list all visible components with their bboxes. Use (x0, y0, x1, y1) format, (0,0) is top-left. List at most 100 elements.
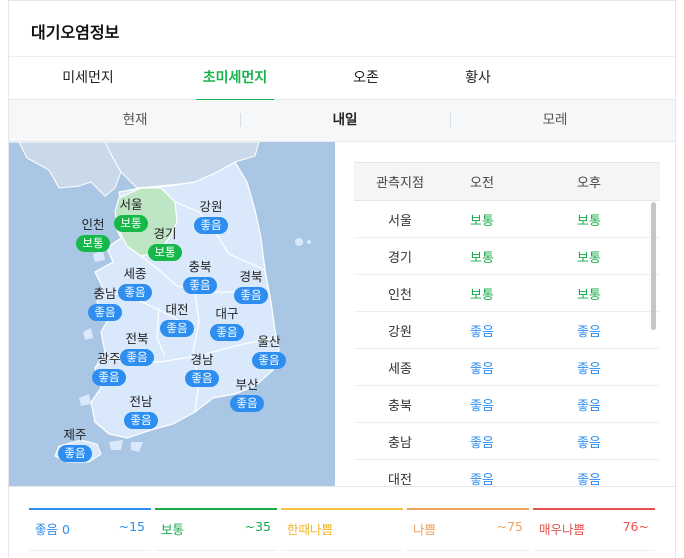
legend-range: ~75 (496, 519, 523, 534)
table-header-row: 관측지점 오전 오후 (354, 162, 660, 201)
tab-pm10[interactable]: 미세먼지 (62, 70, 114, 86)
region-status-badge: 보통 (76, 235, 110, 252)
region-status-badge: 좋음 (185, 370, 219, 387)
region-name: 경북 (239, 269, 263, 284)
table-row: 경기 보통 보통 (354, 237, 660, 275)
region-status-badge: 보통 (148, 244, 182, 261)
region-status-badge: 좋음 (88, 304, 122, 321)
day-tomorrow[interactable]: 내일 (332, 112, 358, 128)
pm-status: 좋음 (518, 311, 660, 349)
region-name: 경기 (153, 226, 177, 241)
legend-bad: 나쁨 ~75 (407, 508, 529, 556)
pm-status: 보통 (518, 200, 660, 238)
table-row: 충남 좋음 좋음 (354, 422, 660, 460)
day-selector: 현재 내일 모레 (9, 100, 675, 142)
region-name: 세종 (123, 266, 147, 281)
region-status-badge: 좋음 (210, 324, 244, 341)
map-region-jeju[interactable]: 제주 좋음 (49, 428, 101, 462)
map-region-daegu[interactable]: 대구 좋음 (201, 307, 253, 341)
map-region-jeonbuk[interactable]: 전북 좋음 (111, 332, 163, 366)
pm-status: 좋음 (518, 348, 660, 386)
station-name: 경기 (354, 237, 446, 275)
table-row: 세종 좋음 좋음 (354, 348, 660, 386)
day-after-tomorrow[interactable]: 모레 (542, 112, 568, 128)
tab-ozone[interactable]: 오존 (353, 70, 379, 86)
card-title: 대기오염정보 (31, 23, 120, 42)
am-status: 좋음 (446, 459, 518, 486)
map-region-gyeongnam[interactable]: 경남 좋음 (176, 353, 228, 387)
am-status: 좋음 (446, 348, 518, 386)
region-name: 서울 (119, 197, 143, 212)
table-scrollbar[interactable] (651, 202, 656, 330)
legend-label: 좋음 0 (35, 522, 70, 537)
region-status-badge: 좋음 (58, 445, 92, 462)
station-name: 충북 (354, 385, 446, 423)
map-region-gangwon[interactable]: 강원 좋음 (185, 200, 237, 234)
korea-map: 서울 보통 강원 좋음 인천 보통 경기 보통 세종 좋음 충북 좋음 경북 좋… (9, 142, 335, 486)
pm-status: 보통 (518, 237, 660, 275)
legend-label: 보통 (161, 522, 185, 537)
region-status-badge: 좋음 (194, 217, 228, 234)
region-name: 충남 (93, 286, 117, 301)
region-status-badge: 좋음 (120, 349, 154, 366)
station-name: 충남 (354, 422, 446, 460)
pollutant-tabs: 미세먼지 초미세먼지 오존 황사 (9, 56, 675, 101)
map-region-jeonnam[interactable]: 전남 좋음 (115, 395, 167, 429)
table-row: 충북 좋음 좋음 (354, 385, 660, 423)
region-status-badge: 좋음 (160, 320, 194, 337)
map-region-gyeonggi[interactable]: 경기 보통 (139, 227, 191, 261)
region-status-badge: 좋음 (124, 412, 158, 429)
region-name: 광주 (97, 351, 121, 366)
station-table: 관측지점 오전 오후 서울 보통 보통 경기 보통 보통 인천 (354, 162, 660, 486)
region-name: 경남 (190, 352, 214, 367)
region-name: 대구 (215, 306, 239, 321)
legend-very-bad: 매우나쁨 76~ (533, 508, 655, 556)
region-name: 전북 (125, 331, 149, 346)
map-region-daejeon[interactable]: 대전 좋음 (151, 303, 203, 337)
pm-grade-legend: 좋음 0 ~15 보통 ~35 한때나쁨 나쁨 ~75 매우나쁨 76~ (9, 486, 675, 558)
tab-pm25[interactable]: 초미세먼지 (196, 57, 274, 101)
day-divider (450, 113, 451, 127)
table-row: 강원 좋음 좋음 (354, 311, 660, 349)
table-row: 인천 보통 보통 (354, 274, 660, 312)
tab-yellow-dust[interactable]: 황사 (465, 70, 491, 86)
am-status: 보통 (446, 237, 518, 275)
pm-status: 좋음 (518, 459, 660, 486)
map-region-ulsan[interactable]: 울산 좋음 (243, 335, 295, 369)
legend-normal: 보통 ~35 (155, 508, 277, 556)
map-region-chungnam[interactable]: 충남 좋음 (79, 287, 131, 321)
day-divider (240, 113, 241, 127)
station-name: 서울 (354, 200, 446, 238)
column-header-pm: 오후 (518, 162, 660, 201)
am-status: 보통 (446, 200, 518, 238)
legend-range: 76~ (622, 519, 649, 534)
station-name: 강원 (354, 311, 446, 349)
region-status-badge: 좋음 (234, 287, 268, 304)
map-region-chungbuk[interactable]: 충북 좋음 (174, 260, 226, 294)
region-status-badge: 좋음 (118, 284, 152, 301)
day-today[interactable]: 현재 (122, 112, 148, 128)
region-name: 울산 (257, 334, 281, 349)
region-name: 부산 (235, 377, 259, 392)
map-region-busan[interactable]: 부산 좋음 (221, 378, 273, 412)
legend-range: ~15 (118, 519, 145, 534)
region-status-badge: 보통 (114, 215, 148, 232)
legend-temporary-bad: 한때나쁨 (281, 508, 403, 556)
map-region-sejong[interactable]: 세종 좋음 (109, 267, 161, 301)
pm-status: 보통 (518, 274, 660, 312)
station-name: 대전 (354, 459, 446, 486)
map-region-gwangju[interactable]: 광주 좋음 (83, 352, 135, 386)
column-header-am: 오전 (446, 162, 518, 201)
am-status: 좋음 (446, 385, 518, 423)
map-region-seoul[interactable]: 서울 보통 (105, 198, 157, 232)
region-name: 강원 (199, 199, 223, 214)
legend-label: 한때나쁨 (287, 522, 334, 537)
region-status-badge: 좋음 (230, 395, 264, 412)
region-name: 전남 (129, 394, 153, 409)
table-row: 서울 보통 보통 (354, 200, 660, 238)
region-name: 충북 (188, 259, 212, 274)
map-region-gyeongbuk[interactable]: 경북 좋음 (225, 270, 277, 304)
am-status: 보통 (446, 274, 518, 312)
station-table-container[interactable]: 관측지점 오전 오후 서울 보통 보통 경기 보통 보통 인천 (354, 162, 660, 486)
map-region-incheon[interactable]: 인천 보통 (67, 218, 119, 252)
